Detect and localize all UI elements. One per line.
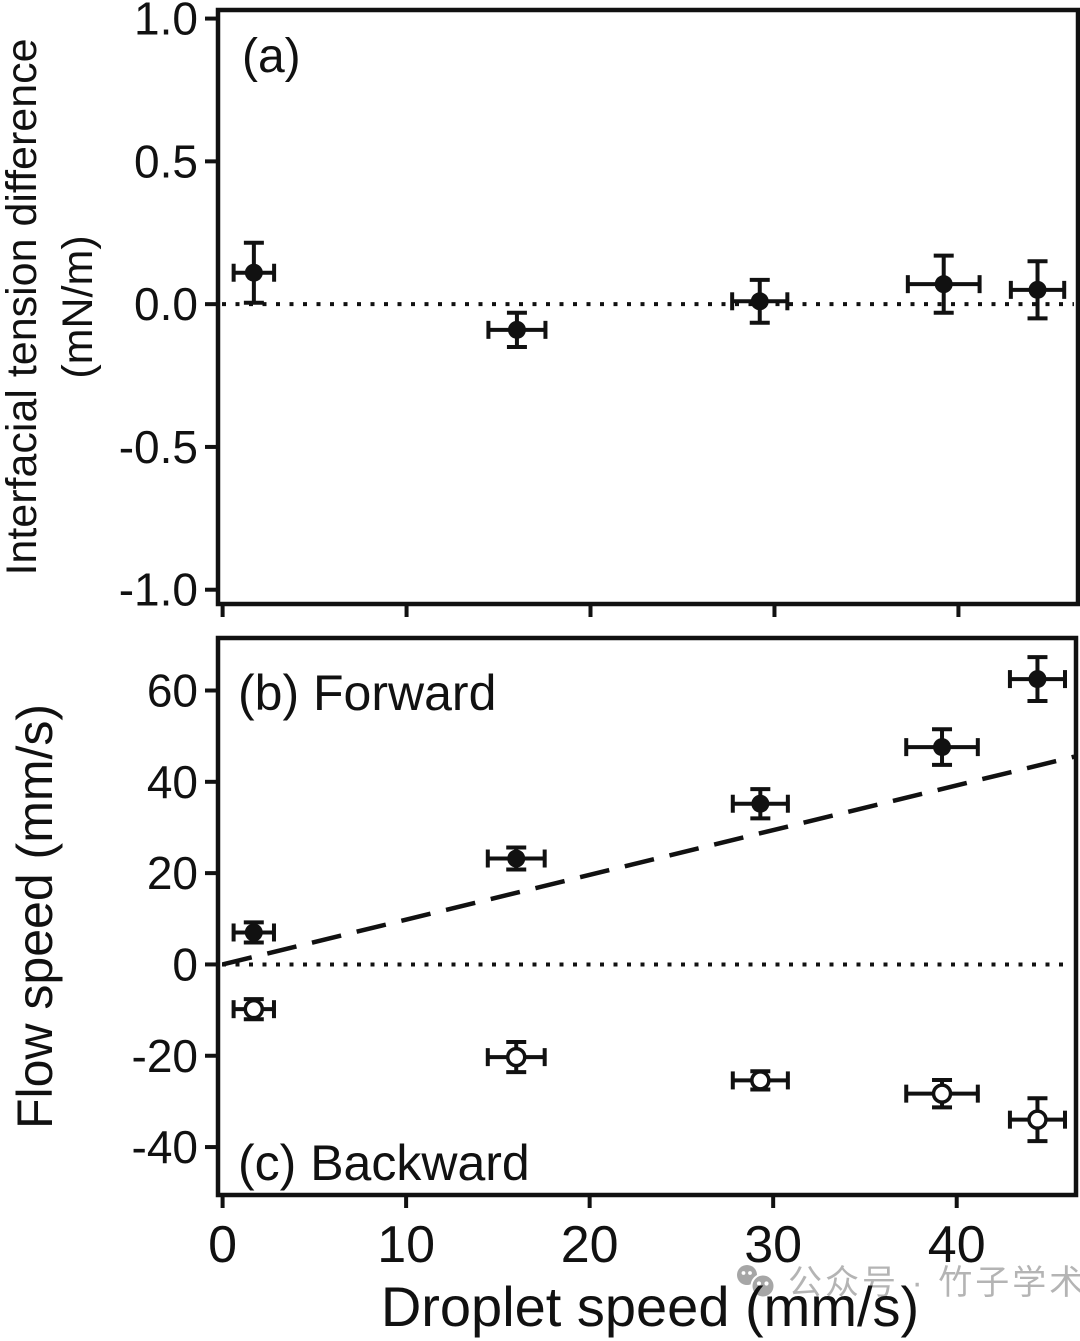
watermark: 公众号 · 竹子学术: [732, 1262, 1080, 1304]
y-axis-title: (mN/m): [54, 235, 102, 378]
panel-frame: [215, 635, 1079, 1198]
filled-circle-marker: [507, 320, 526, 339]
panel-frame: [215, 7, 1080, 607]
data-point: [1007, 655, 1067, 704]
y-tick-label: -20: [132, 1030, 198, 1082]
y-tick-label: -1.0: [119, 564, 198, 616]
y-tick-label: 60: [147, 665, 198, 717]
open-circle-marker: [1027, 1109, 1048, 1130]
x-axis-title: Droplet speed (mm/s): [381, 1275, 919, 1338]
series-interfacial-tension-difference: [231, 240, 1067, 349]
y-tick-label: -40: [132, 1121, 198, 1173]
data-point: [730, 277, 790, 325]
x-tick-label: 30: [744, 1216, 802, 1274]
open-circle-marker: [931, 1083, 953, 1104]
data-point: [231, 920, 276, 945]
panel-label: (a): [242, 30, 301, 83]
data-point: [485, 845, 547, 872]
x-tick-label: 40: [928, 1216, 986, 1274]
filled-circle-marker: [244, 263, 263, 282]
data-point: [905, 253, 982, 315]
y-axis-title: Interfacial tension difference: [0, 38, 46, 575]
logo-eye: [748, 1271, 752, 1275]
logo-bubble-large: [750, 1273, 776, 1299]
panel-label: (b) Forward: [238, 665, 496, 721]
filled-circle-marker: [507, 849, 526, 868]
data-point: [1007, 1096, 1067, 1144]
panel-label: (c) Backward: [238, 1135, 530, 1191]
x-tick-label: 20: [561, 1216, 619, 1274]
filled-circle-marker: [934, 275, 953, 294]
y-tick-label: -0.5: [119, 421, 198, 473]
y-tick-label: 0.5: [134, 135, 198, 187]
y-tick-label: 0.0: [134, 278, 198, 330]
series-backward-flow: [231, 997, 1067, 1144]
filled-circle-marker: [244, 923, 263, 942]
y-axis-title: Flow speed (mm/s): [7, 704, 63, 1129]
y-tick-label: 1.0: [134, 0, 198, 45]
data-point: [904, 1077, 980, 1110]
data-point: [730, 787, 790, 821]
logo-eye: [741, 1271, 746, 1275]
data-point: [485, 1040, 547, 1075]
logo-eye: [764, 1281, 769, 1286]
data-point: [486, 310, 548, 349]
open-circle-marker: [505, 1046, 527, 1068]
logo-eye: [756, 1281, 762, 1286]
filled-circle-marker: [1028, 670, 1047, 689]
data-point: [1008, 259, 1067, 321]
x-tick-label: 10: [377, 1216, 435, 1274]
panel-a: 1.0 0.5 0.0 -0.5 -1.0 (a) Interfacial tension …: [0, 0, 1080, 617]
watermark-text: 公众号 · 竹子学术: [788, 1264, 1080, 1302]
open-circle-marker: [243, 998, 265, 1020]
wechat-logo-icon: [737, 1265, 776, 1299]
data-point: [904, 727, 980, 767]
y-tick-label: 0: [172, 938, 198, 990]
data-point: [231, 240, 277, 305]
filled-circle-marker: [751, 794, 770, 813]
data-point: [231, 997, 276, 1022]
x-tick-label: 0: [208, 1216, 237, 1274]
open-circle-marker: [750, 1070, 771, 1091]
data-point: [730, 1069, 790, 1092]
series-forward-flow: [231, 655, 1067, 945]
y-tick-label: 40: [147, 756, 198, 808]
logo-bubble-small: [737, 1265, 757, 1285]
filled-circle-marker: [933, 738, 952, 757]
dashed-guide-line: [222, 754, 1075, 967]
y-tick-label: 20: [147, 847, 198, 899]
filled-circle-marker: [1028, 280, 1047, 299]
filled-circle-marker: [750, 292, 769, 311]
